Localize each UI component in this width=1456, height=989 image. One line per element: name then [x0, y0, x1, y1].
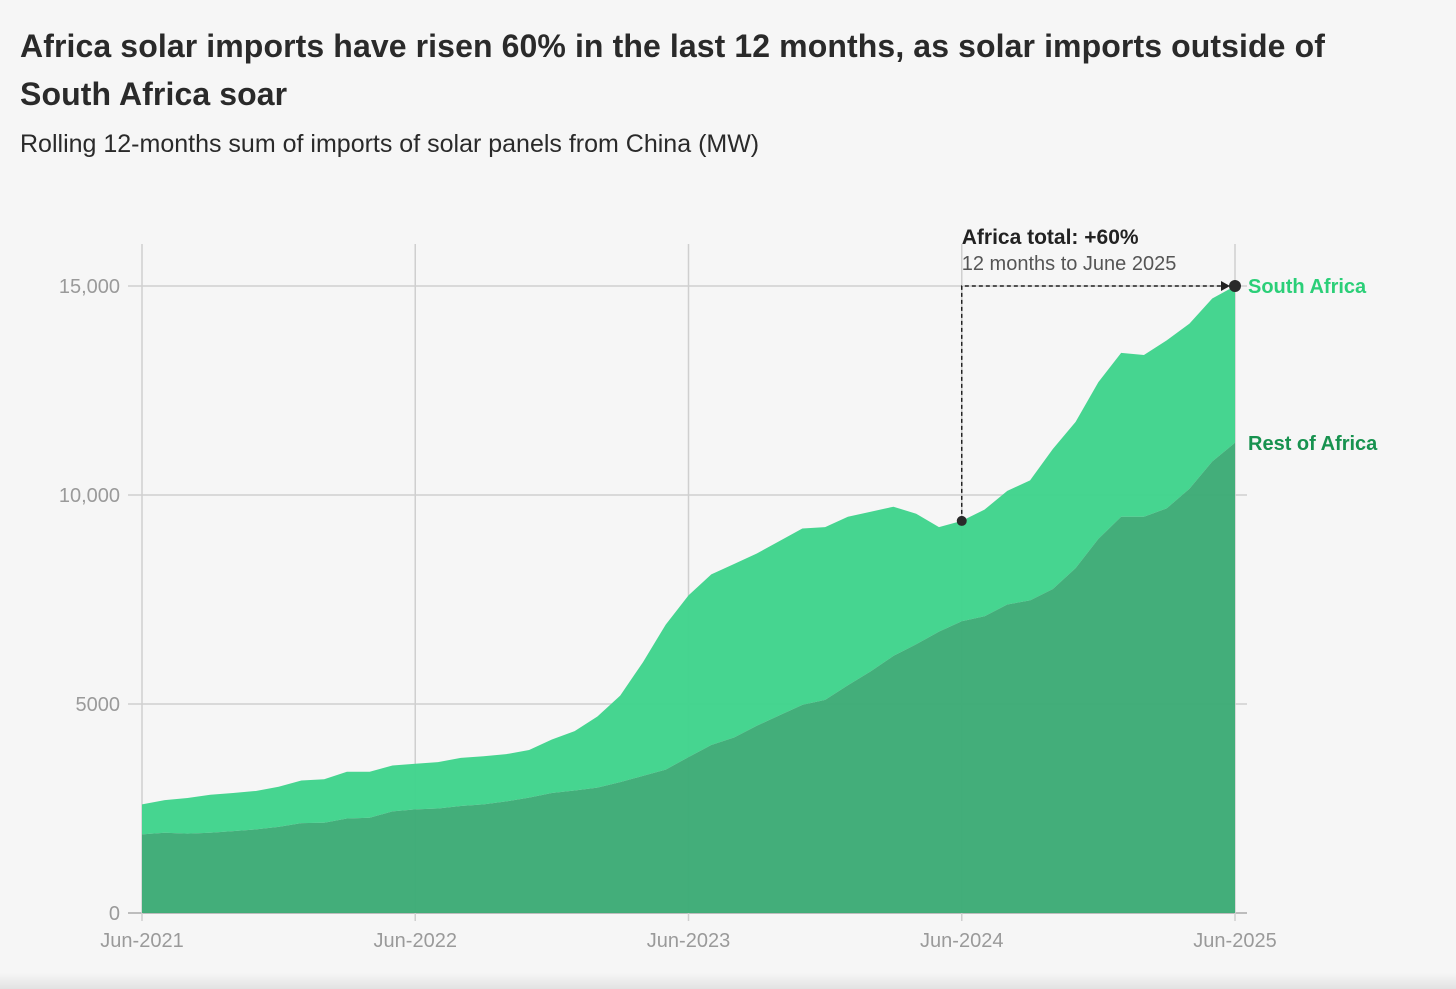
chart-subtitle: Rolling 12-months sum of imports of sola…	[20, 130, 760, 158]
y-tick-label: 5000	[76, 694, 121, 716]
area-south-africa	[142, 286, 1235, 835]
annotation-dashed-arrow	[961, 285, 1225, 521]
annotation-start-dot	[956, 515, 967, 526]
x-tick-label: Jun-2023	[647, 930, 730, 952]
area-rest-of-africa	[142, 442, 1235, 913]
annotation-end-dot	[1229, 280, 1241, 292]
x-tick-label: Jun-2024	[920, 930, 1003, 952]
chart-title: Africa solar imports have risen 60% in t…	[20, 28, 1325, 112]
x-tick-label: Jun-2025	[1193, 930, 1276, 952]
bottom-shadow	[0, 973, 1456, 989]
x-tick-label: Jun-2022	[374, 930, 457, 952]
arrowhead-icon	[1221, 281, 1230, 291]
annotation-title: Africa total: +60%	[962, 226, 1139, 249]
series-label-south-africa: South Africa	[1248, 276, 1367, 298]
y-tick-label: 10,000	[59, 485, 120, 507]
y-tick-label: 0	[109, 903, 120, 925]
series-label-rest-of-africa: Rest of Africa	[1248, 433, 1378, 455]
x-tick-label: Jun-2021	[100, 930, 183, 952]
annotation-text: 12 months to June 2025	[962, 253, 1177, 275]
y-tick-label: 15,000	[59, 276, 120, 298]
